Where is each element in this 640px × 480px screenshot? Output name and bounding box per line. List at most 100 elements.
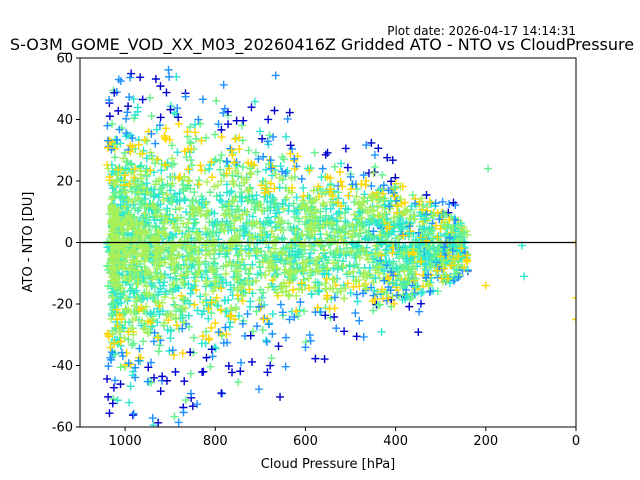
scatter-point: [127, 221, 136, 230]
scatter-point: [169, 266, 178, 275]
scatter-point: [114, 250, 123, 259]
scatter-point: [207, 345, 216, 354]
scatter-point: [408, 263, 417, 272]
scatter-point: [291, 225, 300, 234]
scatter-point: [169, 280, 178, 289]
scatter-point: [237, 246, 246, 255]
scatter-point: [186, 348, 195, 357]
scatter-point: [155, 260, 164, 269]
scatter-point: [122, 129, 131, 138]
scatter-point: [321, 303, 330, 312]
scatter-point: [429, 235, 438, 244]
scatter-point: [449, 198, 458, 207]
scatter-point: [219, 108, 228, 117]
scatter-point: [453, 237, 462, 246]
scatter-point: [310, 226, 319, 235]
scatter-point: [252, 276, 261, 285]
scatter-point: [191, 196, 200, 205]
scatter-point: [124, 359, 133, 368]
scatter-point: [270, 232, 279, 241]
scatter-point: [128, 284, 137, 293]
scatter-point: [207, 309, 216, 318]
scatter-point: [420, 215, 429, 224]
scatter-point: [369, 278, 378, 287]
scatter-point: [310, 283, 319, 292]
scatter-point: [349, 267, 358, 276]
scatter-point: [284, 219, 293, 228]
y-tick-label: 20: [56, 175, 73, 190]
scatter-point: [188, 202, 197, 211]
scatter-point: [150, 291, 159, 300]
scatter-point: [209, 286, 218, 295]
scatter-point: [394, 220, 403, 229]
scatter-point: [120, 169, 129, 178]
scatter-point: [108, 119, 117, 128]
scatter-point: [178, 349, 187, 358]
scatter-point: [328, 275, 337, 284]
scatter-point: [185, 177, 194, 186]
scatter-point: [268, 193, 277, 202]
scatter-point: [431, 221, 440, 230]
scatter-point: [182, 262, 191, 271]
scatter-point: [134, 140, 143, 149]
scatter-point: [298, 285, 307, 294]
scatter-point: [289, 285, 298, 294]
scatter-point: [141, 265, 150, 274]
scatter-point: [350, 210, 359, 219]
scatter-point: [108, 265, 117, 274]
scatter-point: [104, 164, 113, 173]
scatter-point: [336, 168, 345, 177]
scatter-point: [177, 305, 186, 314]
scatter-point: [355, 253, 364, 262]
scatter-point: [418, 205, 427, 214]
scatter-point: [133, 266, 142, 275]
scatter-point: [278, 199, 287, 208]
scatter-point: [114, 106, 123, 115]
scatter-point: [224, 246, 233, 255]
scatter-point: [404, 249, 413, 258]
scatter-point: [116, 200, 125, 209]
scatter-point: [264, 243, 273, 252]
scatter-point: [267, 227, 276, 236]
scatter-point: [326, 248, 335, 257]
scatter-point: [130, 301, 139, 310]
scatter-point: [211, 344, 220, 353]
scatter-point: [389, 259, 398, 268]
scatter-point: [110, 180, 119, 189]
scatter-point: [150, 373, 159, 382]
scatter-point: [165, 72, 174, 81]
scatter-point: [183, 183, 192, 192]
scatter-point: [222, 169, 231, 178]
scatter-point: [194, 115, 203, 124]
scatter-point: [307, 289, 316, 298]
scatter-point: [288, 246, 297, 255]
scatter-point: [170, 412, 179, 421]
scatter-point: [225, 164, 234, 173]
scatter-point: [343, 244, 352, 253]
scatter-point: [147, 112, 156, 121]
y-tick-label: 60: [56, 52, 73, 67]
scatter-point: [263, 137, 272, 146]
x-tick-label: 0: [572, 434, 580, 449]
scatter-point: [155, 278, 164, 287]
scatter-point: [347, 233, 356, 242]
scatter-point: [175, 204, 184, 213]
scatter-point: [349, 239, 358, 248]
scatter-point: [255, 262, 264, 271]
scatter-point: [195, 258, 204, 267]
scatter-point: [233, 285, 242, 294]
scatter-point: [117, 218, 126, 227]
scatter-point: [111, 270, 120, 279]
scatter-point: [362, 176, 371, 185]
scatter-point: [351, 276, 360, 285]
scatter-point: [430, 249, 439, 258]
scatter-point: [233, 202, 242, 211]
scatter-point: [109, 349, 118, 358]
scatter-point: [124, 196, 133, 205]
scatter-point: [128, 143, 137, 152]
scatter-point: [201, 250, 210, 259]
scatter-point: [291, 234, 300, 243]
scatter-point: [395, 213, 404, 222]
scatter-point: [229, 180, 238, 189]
scatter-point: [313, 266, 322, 275]
